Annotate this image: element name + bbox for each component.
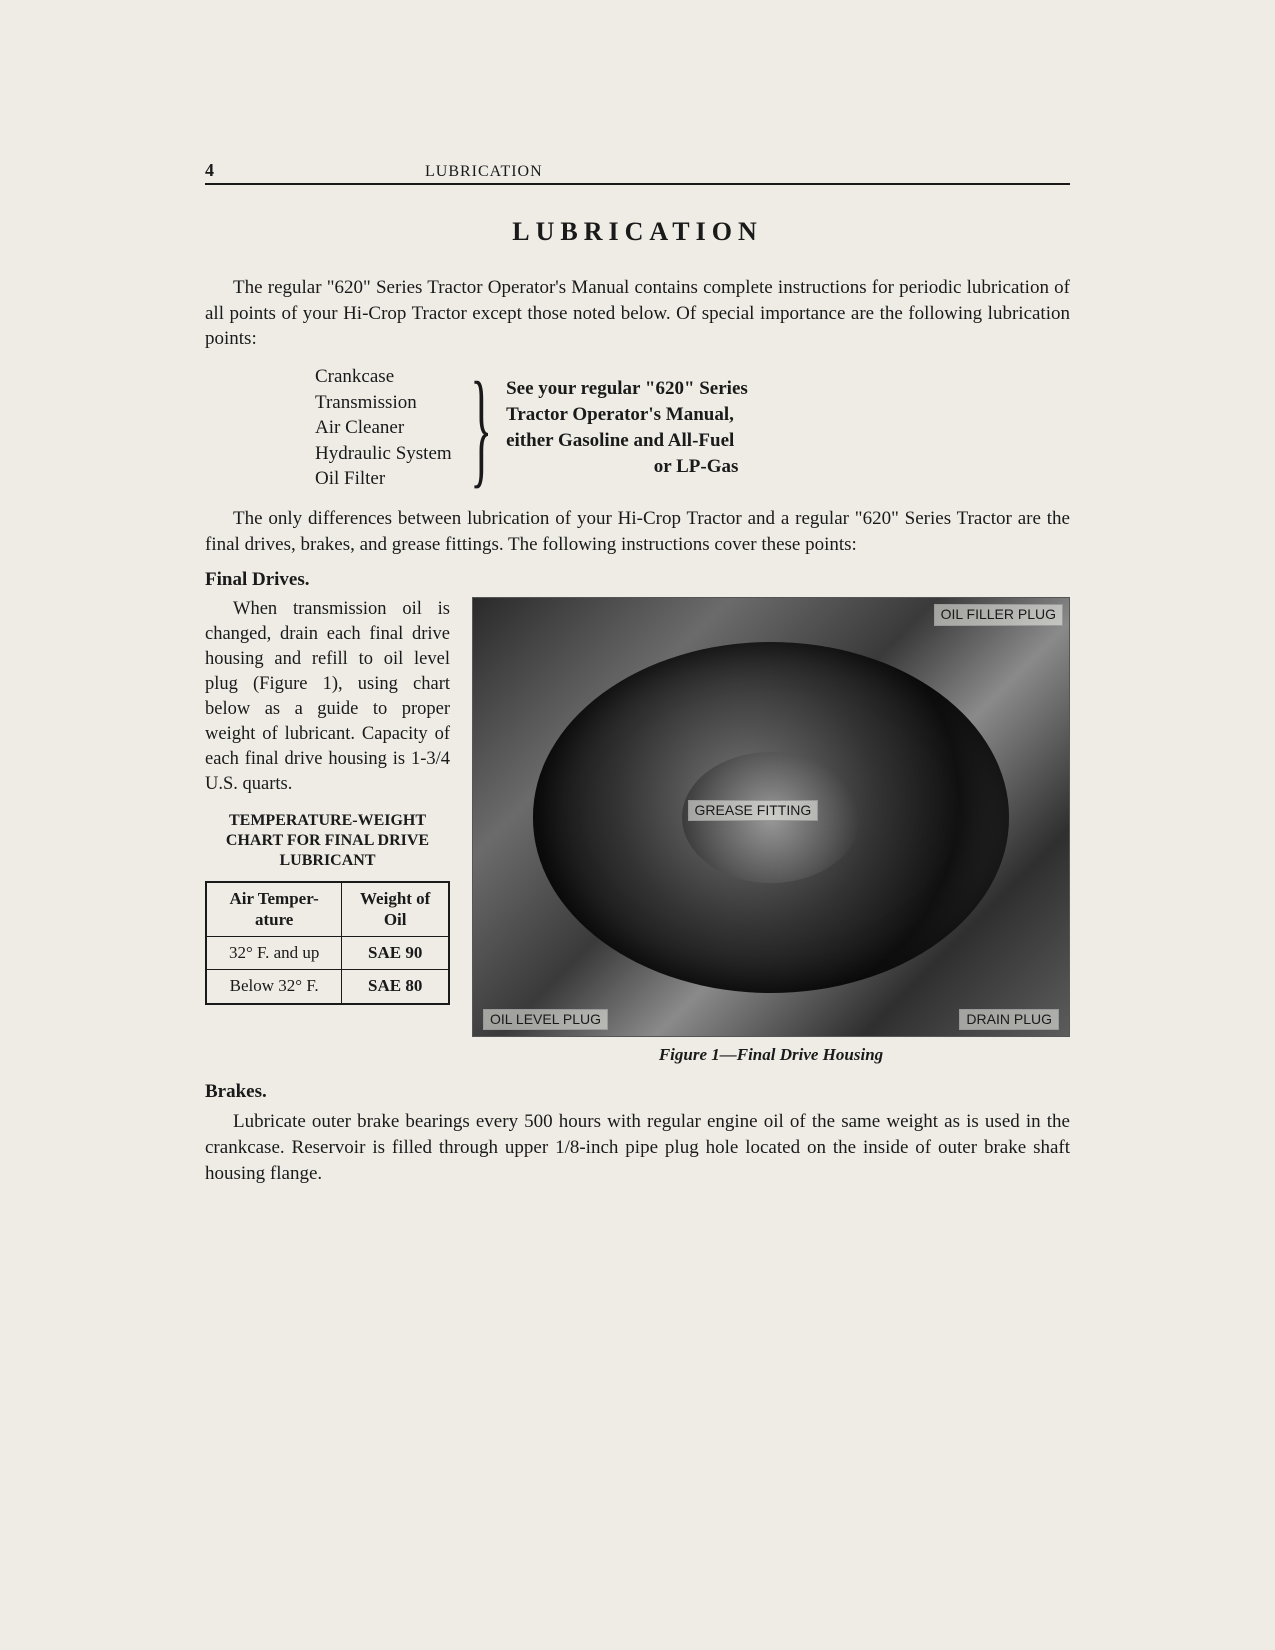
page-title: LUBRICATION <box>205 217 1070 247</box>
final-drives-paragraph: When transmission oil is changed, drain … <box>205 597 450 797</box>
table-cell: SAE 90 <box>342 936 449 969</box>
figure-column: OIL FILLER PLUG GREASE FITTING OIL LEVEL… <box>472 597 1070 1065</box>
brakes-text: Lubricate outer brake bearings every 500… <box>205 1111 1070 1183</box>
callout-drain-plug: DRAIN PLUG <box>959 1009 1059 1030</box>
intro-text: The regular "620" Series Tractor Operato… <box>205 277 1070 349</box>
table-header: Weight of Oil <box>342 882 449 936</box>
table-cell: Below 32° F. <box>206 970 342 1004</box>
table-header-row: Air Temper-ature Weight of Oil <box>206 882 449 936</box>
final-drives-text: When transmission oil is changed, drain … <box>205 599 450 794</box>
brakes-paragraph: Lubricate outer brake bearings every 500… <box>205 1109 1070 1186</box>
table-row: 32° F. and up SAE 90 <box>206 936 449 969</box>
intro-paragraph: The regular "620" Series Tractor Operato… <box>205 275 1070 352</box>
callout-oil-filler-plug: OIL FILLER PLUG <box>934 604 1063 625</box>
lubrication-reference: See your regular "620" Series Tractor Op… <box>506 376 886 481</box>
final-drives-heading: Final Drives. <box>205 569 1070 591</box>
two-column-section: When transmission oil is changed, drain … <box>205 597 1070 1065</box>
lube-item: Air Cleaner <box>315 415 452 441</box>
page-header: 4 LUBRICATION <box>205 160 1070 185</box>
chart-title: TEMPERATURE-WEIGHT CHART FOR FINAL DRIVE… <box>205 811 450 871</box>
table-header: Air Temper-ature <box>206 882 342 936</box>
ref-line: or LP-Gas <box>506 454 886 480</box>
left-column: When transmission oil is changed, drain … <box>205 597 450 1065</box>
table-cell: SAE 80 <box>342 970 449 1004</box>
brakes-heading: Brakes. <box>205 1081 1070 1103</box>
callout-oil-level-plug: OIL LEVEL PLUG <box>483 1009 608 1030</box>
lubrication-points-block: Crankcase Transmission Air Cleaner Hydra… <box>315 364 1070 492</box>
lube-item: Crankcase <box>315 364 452 390</box>
lube-item: Hydraulic System <box>315 441 452 467</box>
lube-item: Transmission <box>315 390 452 416</box>
ref-line: See your regular "620" Series <box>506 376 886 402</box>
page-number: 4 <box>205 160 425 181</box>
lube-item: Oil Filter <box>315 466 452 492</box>
brace-icon: } <box>470 376 492 480</box>
table-row: Below 32° F. SAE 80 <box>206 970 449 1004</box>
differences-paragraph: The only differences between lubrication… <box>205 506 1070 557</box>
lubrication-points-list: Crankcase Transmission Air Cleaner Hydra… <box>315 364 452 492</box>
figure-1-final-drive-housing: OIL FILLER PLUG GREASE FITTING OIL LEVEL… <box>472 597 1070 1037</box>
temperature-weight-table: Air Temper-ature Weight of Oil 32° F. an… <box>205 881 450 1005</box>
figure-caption: Figure 1—Final Drive Housing <box>472 1045 1070 1065</box>
table-cell: 32° F. and up <box>206 936 342 969</box>
header-section-title: LUBRICATION <box>425 163 543 181</box>
col-label: Weight of Oil <box>360 889 430 928</box>
ref-line: either Gasoline and All-Fuel <box>506 428 886 454</box>
callout-grease-fitting: GREASE FITTING <box>688 800 819 821</box>
diff-text: The only differences between lubrication… <box>205 508 1070 555</box>
col-label: Air Temper-ature <box>230 889 319 928</box>
ref-line: Tractor Operator's Manual, <box>506 402 886 428</box>
